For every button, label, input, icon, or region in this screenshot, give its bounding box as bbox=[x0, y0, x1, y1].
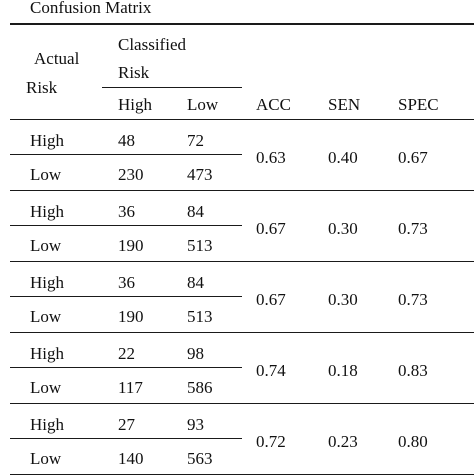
classified-underline bbox=[102, 87, 242, 88]
row-divider bbox=[10, 296, 242, 297]
cell-acc: 0.74 bbox=[256, 361, 286, 380]
cell-acc: 0.67 bbox=[256, 290, 286, 309]
row-label: High bbox=[30, 344, 64, 363]
header-rule bbox=[10, 119, 474, 120]
cell-acc: 0.72 bbox=[256, 432, 286, 451]
cell-low: 84 bbox=[187, 273, 204, 292]
cell-low: 84 bbox=[187, 202, 204, 221]
header-classified: Classified bbox=[118, 35, 186, 54]
row-label: High bbox=[30, 273, 64, 292]
row-label: Low bbox=[30, 307, 62, 326]
cell-low: 98 bbox=[187, 344, 204, 363]
header-spec: SPEC bbox=[398, 95, 439, 114]
header-actual: Actual bbox=[34, 49, 80, 68]
row-label: Low bbox=[30, 449, 62, 468]
cell-sen: 0.30 bbox=[328, 219, 358, 238]
cell-low: 72 bbox=[187, 131, 204, 150]
header-classified-risk: Risk bbox=[118, 63, 150, 82]
group-rule bbox=[10, 332, 474, 333]
cell-high: 230 bbox=[118, 165, 144, 184]
row-label: Low bbox=[30, 378, 62, 397]
cell-low: 473 bbox=[187, 165, 213, 184]
cell-sen: 0.40 bbox=[328, 148, 358, 167]
cell-high: 36 bbox=[118, 202, 135, 221]
header-actual-risk: Risk bbox=[26, 78, 58, 97]
row-divider bbox=[10, 438, 242, 439]
cell-acc: 0.67 bbox=[256, 219, 286, 238]
cell-high: 48 bbox=[118, 131, 135, 150]
cell-high: 117 bbox=[118, 378, 143, 397]
row-divider bbox=[10, 225, 242, 226]
cell-spec: 0.73 bbox=[398, 290, 428, 309]
header-acc: ACC bbox=[256, 95, 291, 114]
row-label: High bbox=[30, 131, 64, 150]
cell-sen: 0.23 bbox=[328, 432, 358, 451]
group-rule bbox=[10, 403, 474, 404]
cell-spec: 0.80 bbox=[398, 432, 428, 451]
cell-low: 513 bbox=[187, 307, 213, 326]
cell-spec: 0.83 bbox=[398, 361, 428, 380]
group-rule bbox=[10, 261, 474, 262]
header-sen: SEN bbox=[328, 95, 361, 114]
group-rule bbox=[10, 190, 474, 191]
cell-high: 190 bbox=[118, 236, 144, 255]
header-col-high: High bbox=[118, 95, 152, 114]
table-caption: Confusion Matrix bbox=[30, 0, 152, 17]
cell-high: 27 bbox=[118, 415, 135, 434]
cell-sen: 0.30 bbox=[328, 290, 358, 309]
cell-high: 36 bbox=[118, 273, 135, 292]
cell-high: 22 bbox=[118, 344, 135, 363]
cell-low: 563 bbox=[187, 449, 213, 468]
row-divider bbox=[10, 154, 242, 155]
row-divider bbox=[10, 367, 242, 368]
row-label: High bbox=[30, 202, 64, 221]
header-col-low: Low bbox=[187, 95, 219, 114]
cell-low: 93 bbox=[187, 415, 204, 434]
cell-high: 190 bbox=[118, 307, 144, 326]
row-label: High bbox=[30, 415, 64, 434]
cell-acc: 0.63 bbox=[256, 148, 286, 167]
row-label: Low bbox=[30, 236, 62, 255]
cell-sen: 0.18 bbox=[328, 361, 358, 380]
row-label: Low bbox=[30, 165, 62, 184]
cell-low: 586 bbox=[187, 378, 213, 397]
cell-spec: 0.73 bbox=[398, 219, 428, 238]
cell-high: 140 bbox=[118, 449, 144, 468]
cell-spec: 0.67 bbox=[398, 148, 428, 167]
top-rule bbox=[10, 23, 474, 25]
cell-low: 513 bbox=[187, 236, 213, 255]
